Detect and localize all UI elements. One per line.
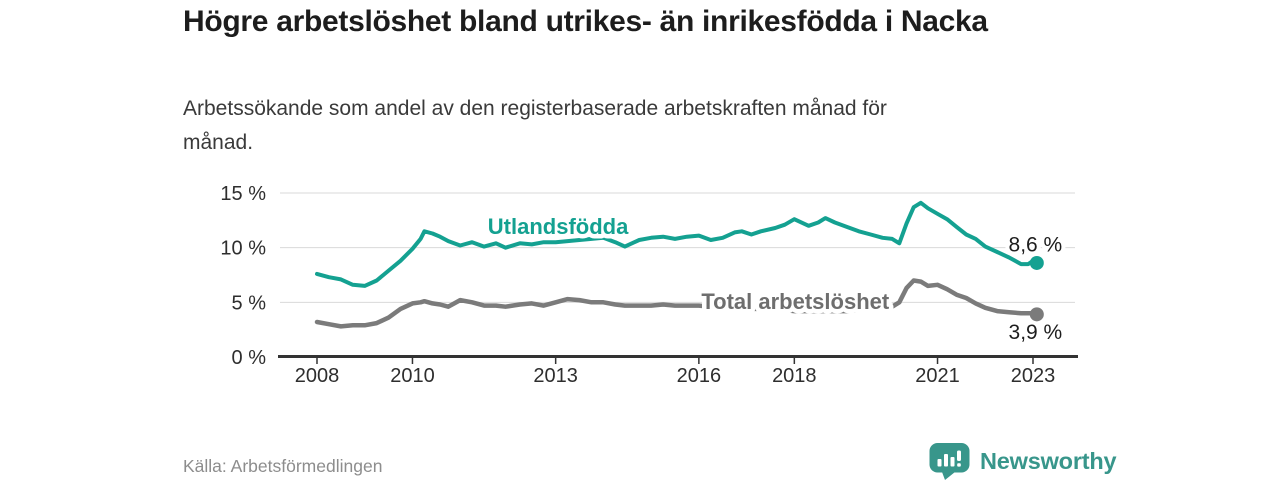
y-axis-label: 0 % [232,347,267,369]
brand-logo: Newsworthy [928,442,1117,480]
end-value-label-utlandsfodda: 8,6 % [1009,233,1063,256]
end-value-label-total-arbetsloshet: 3,9 % [1009,321,1063,344]
x-axis-label: 2021 [915,365,960,387]
series-label-total-arbetsloshet: Total arbetslöshet [701,289,890,314]
chart-subtitle: Arbetssökande som andel av den registerb… [183,97,887,154]
source-note: Källa: Arbetsförmedlingen [183,456,383,476]
x-axis-label: 2018 [772,365,817,387]
series-line-total-arbetsloshet [314,278,1040,329]
y-axis-label: 15 % [220,183,266,205]
x-axis-label: 2013 [533,365,578,387]
series-line-utlandsfodda [315,200,1039,288]
series-label-utlandsfodda: Utlandsfödda [488,214,629,239]
series-endpoint-dot-utlandsfodda [1029,255,1044,270]
chart-title: Högre arbetslöshet bland utrikes- än inr… [183,5,988,38]
y-axis-label: 10 % [220,238,266,260]
x-axis-label: 2016 [677,365,722,387]
y-axis-label: 5 % [232,292,267,314]
x-axis-label: 2010 [390,365,435,387]
series-endpoint-dot-total-arbetsloshet [1029,307,1044,322]
x-axis-label: 2023 [1011,365,1056,387]
x-axis-label: 2008 [295,365,340,387]
brand-wordmark: Newsworthy [980,447,1117,474]
newsworthy-speech-bubble-chart-icon [929,443,970,480]
